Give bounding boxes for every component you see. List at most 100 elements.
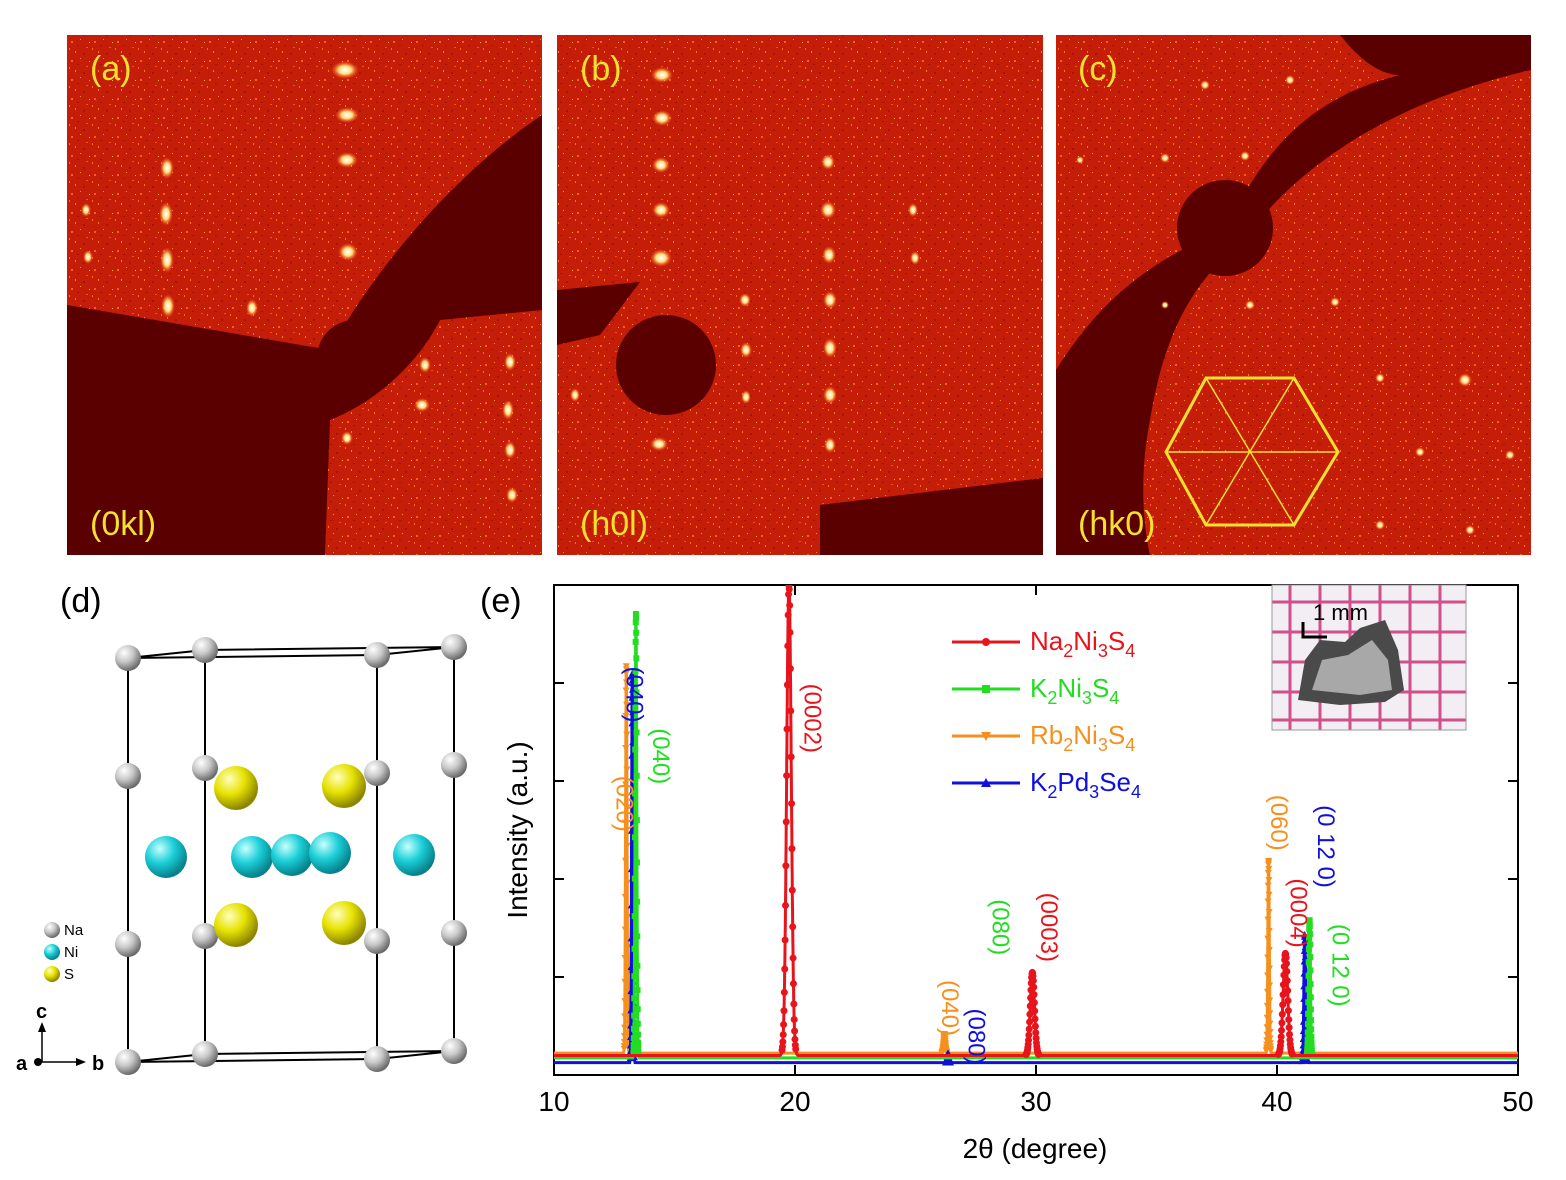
data-point-K2Ni3S4 [1308, 1033, 1315, 1040]
legend-label-Rb2Ni3S4: Rb2Ni3S4 [1030, 720, 1135, 755]
data-point-Na2Ni3S4 [791, 1035, 799, 1043]
data-point-Na2Ni3S4 [1283, 967, 1291, 975]
data-point-Rb2Ni3S4 [620, 1032, 628, 1040]
data-point-K2Ni3S4 [1305, 1010, 1312, 1017]
panel-a-tag: (a) [90, 50, 132, 88]
data-point-Na2Ni3S4 [1288, 1050, 1296, 1058]
data-point-K2Ni3S4 [1307, 953, 1314, 960]
y-axis-label: Intensity (a.u.) [502, 741, 533, 918]
data-point-Na2Ni3S4 [1285, 1016, 1293, 1024]
data-point-Rb2Ni3S4 [622, 666, 630, 673]
data-point-Na2Ni3S4 [1277, 1033, 1285, 1041]
data-point-Na2Ni3S4 [1285, 1024, 1293, 1032]
data-point-Rb2Ni3S4 [624, 969, 632, 977]
data-point-Rb2Ni3S4 [621, 926, 629, 934]
data-point-Rb2Ni3S4 [1266, 997, 1274, 1004]
data-point-K2Ni3S4 [632, 638, 639, 645]
data-point-K2Ni3S4 [634, 1020, 641, 1027]
data-point-Na2Ni3S4 [787, 753, 795, 761]
x-tick-label: 40 [1261, 1086, 1292, 1117]
y-ticks [554, 682, 1518, 978]
data-point-K2Pd3Se4 [627, 963, 635, 970]
data-point-K2Ni3S4 [1306, 918, 1313, 925]
data-point-Na2Ni3S4 [1284, 987, 1292, 995]
data-point-Rb2Ni3S4 [1265, 891, 1273, 899]
data-point-Na2Ni3S4 [787, 707, 795, 715]
axis-a-label: a [16, 1053, 28, 1075]
data-point-Rb2Ni3S4 [623, 944, 631, 951]
data-point-K2Ni3S4 [635, 1048, 642, 1055]
panel-b-shadow [557, 282, 640, 345]
data-point-K2Ni3S4 [1306, 934, 1313, 941]
legend-ni-label: Ni [64, 944, 78, 961]
data-point-Rb2Ni3S4 [623, 679, 631, 687]
legend-label-K2Ni3S4: K2Ni3S4 [1030, 673, 1119, 708]
panel-b-tag: (b) [580, 50, 622, 88]
x-ticks: 10 20 30 40 50 [538, 585, 1534, 1117]
data-point-Rb2Ni3S4 [620, 1038, 628, 1046]
data-point-K2Ni3S4 [633, 629, 640, 636]
inset-crystal-highlight [1312, 640, 1392, 695]
axis-c-label: c [36, 1001, 47, 1023]
x-tick-label: 30 [1020, 1086, 1051, 1117]
data-point-Na2Ni3S4 [790, 1016, 798, 1024]
peak-label: (0 12 0) [1312, 805, 1339, 888]
panel-c-beam-stop [1177, 180, 1273, 276]
x-axis-label: 2θ (degree) [963, 1133, 1108, 1164]
data-point-Rb2Ni3S4 [621, 955, 629, 962]
data-point-Na2Ni3S4 [784, 642, 792, 650]
data-point-Rb2Ni3S4 [620, 1042, 628, 1050]
data-point-Rb2Ni3S4 [1263, 1002, 1271, 1010]
panel-a-detector-upper [67, 35, 542, 350]
data-point-Na2Ni3S4 [780, 1007, 788, 1015]
data-point-K2Pd3Se4 [1301, 965, 1309, 972]
data-point-Rb2Ni3S4 [623, 842, 631, 850]
atom-legend: Na Ni S [44, 922, 84, 983]
data-point-Na2Ni3S4 [779, 1038, 787, 1046]
data-point-K2Ni3S4 [1307, 994, 1314, 1001]
data-point-Rb2Ni3S4 [623, 804, 631, 811]
chart-legend: Na2Ni3S4 K2Ni3S4 Rb2Ni3S4 K2Pd3Se4 [952, 626, 1141, 802]
data-point-K2Ni3S4 [1305, 972, 1312, 979]
data-point-Na2Ni3S4 [1279, 1001, 1287, 1009]
data-point-K2Ni3S4 [632, 619, 639, 626]
peak-label: (0004) [1284, 878, 1311, 947]
axis-b-label: b [92, 1053, 104, 1075]
panel-c-hexagon [1164, 376, 1340, 527]
data-point-K2Ni3S4 [1306, 930, 1313, 937]
data-point-K2Pd3Se4 [627, 1006, 635, 1014]
inset-scale-bar [1301, 622, 1327, 639]
legend-marker-Rb2Ni3S4 [981, 732, 991, 741]
na-atoms [115, 634, 467, 1075]
data-point-Rb2Ni3S4 [623, 879, 631, 887]
data-point-Na2Ni3S4 [1284, 997, 1292, 1005]
panel-b: (b) (h0l) [557, 35, 1043, 555]
peak-label: (080) [963, 1008, 990, 1064]
panel-e: (e) 10 20 30 40 50 (040) (020) (040) (0002) (040… [480, 582, 1534, 1164]
data-point-Na2Ni3S4 [1031, 1007, 1039, 1015]
data-point-Rb2Ni3S4 [621, 998, 629, 1005]
data-point-Rb2Ni3S4 [1264, 972, 1272, 979]
data-point-Na2Ni3S4 [788, 886, 796, 894]
data-point-K2Ni3S4 [1305, 986, 1312, 993]
data-point-Na2Ni3S4 [1026, 1018, 1034, 1026]
data-point-Rb2Ni3S4 [1263, 1014, 1271, 1022]
panel-b-background [557, 35, 1043, 555]
data-point-K2Ni3S4 [1305, 999, 1312, 1006]
data-point-Rb2Ni3S4 [1263, 1037, 1271, 1044]
data-point-Na2Ni3S4 [1278, 1019, 1286, 1027]
data-point-Rb2Ni3S4 [621, 1024, 629, 1032]
data-point-K2Pd3Se4 [628, 827, 636, 834]
data-point-K2Ni3S4 [634, 987, 641, 994]
data-point-Rb2Ni3S4 [1266, 1010, 1274, 1017]
data-point-Na2Ni3S4 [791, 1027, 799, 1035]
data-point-K2Ni3S4 [1304, 1029, 1311, 1036]
data-point-Rb2Ni3S4 [622, 745, 630, 752]
data-point-K2Ni3S4 [1304, 1036, 1311, 1043]
peak-label: (080) [987, 899, 1014, 955]
legend-marker-K2Pd3Se4 [981, 778, 991, 787]
panel-a-spots [81, 61, 518, 503]
data-point-Na2Ni3S4 [1032, 1029, 1040, 1037]
data-point-Na2Ni3S4 [785, 585, 793, 593]
